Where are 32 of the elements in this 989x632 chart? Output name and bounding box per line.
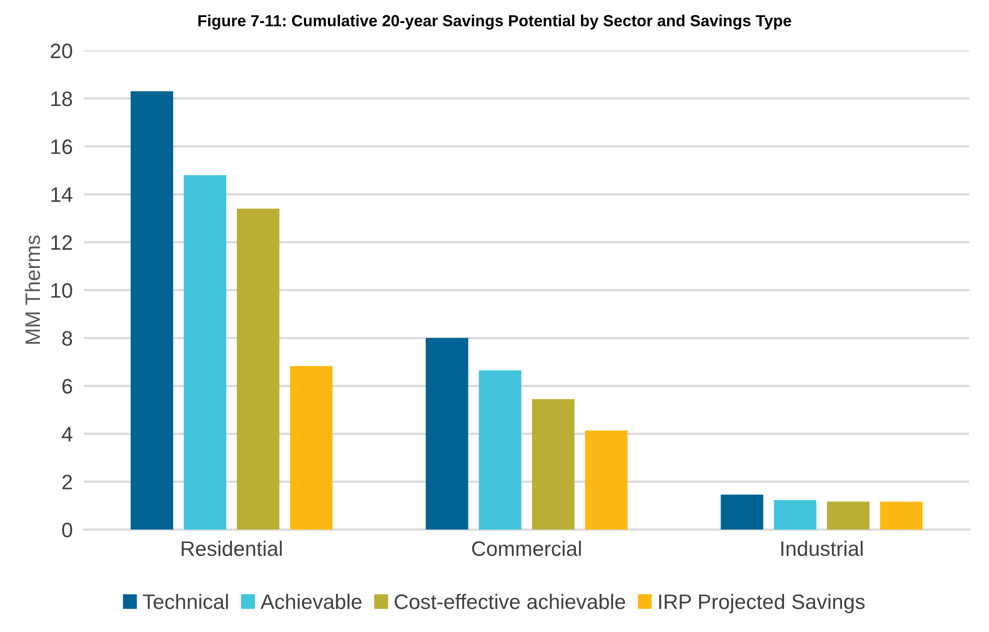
y-tick-label: 4: [62, 427, 72, 442]
bar: [880, 502, 923, 530]
bar: [774, 500, 816, 530]
bar: [827, 502, 870, 530]
y-tick-label: 20: [50, 44, 72, 58]
chart-title: Figure 7-11: Cumulative 20-year Savings Potential by Sector and Savings Type: [198, 14, 792, 30]
bar: [585, 430, 628, 530]
y-tick-label: 12: [51, 235, 72, 250]
y-tick-label: 0: [62, 522, 72, 538]
bar: [720, 494, 764, 530]
bar: [184, 175, 226, 530]
x-tick-label: Commercial: [472, 540, 581, 556]
legend-label: Cost-effective achievable: [394, 594, 626, 610]
bar: [426, 338, 468, 530]
y-tick-label: 18: [51, 91, 72, 106]
bar: [478, 370, 522, 530]
y-tick-label: 16: [51, 139, 72, 154]
y-tick-label: 8: [62, 330, 72, 346]
y-tick-label: 2: [62, 474, 72, 490]
bar: [532, 399, 574, 530]
bar: [236, 208, 280, 530]
bar: [290, 366, 332, 530]
legend-label: IRP Projected Savings: [659, 594, 865, 614]
y-tick-label: 10: [51, 283, 72, 298]
legend-label: Technical: [142, 594, 228, 610]
y-tick-label: 6: [62, 378, 72, 394]
y-axis-title: MM Therms: [24, 235, 40, 344]
x-tick-label: Industrial: [781, 540, 863, 556]
x-tick-label: Residential: [182, 540, 282, 556]
bar: [130, 91, 174, 530]
y-tick-label: 14: [51, 187, 72, 202]
legend-label: Achievable: [260, 594, 362, 610]
